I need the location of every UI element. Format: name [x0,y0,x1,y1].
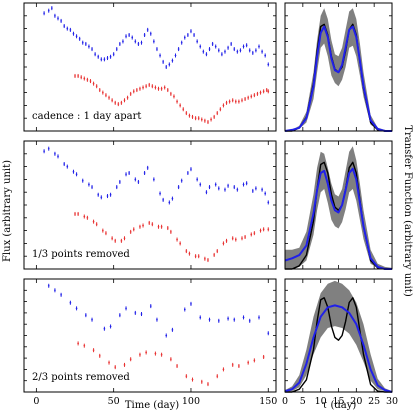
light-curve-series-1 [43,6,270,69]
x-tick-label: 100 [182,396,200,407]
x-tick-label: 5 [300,396,306,407]
x-tick-label: 30 [386,396,398,407]
light-curve-panel-2: 1/3 points removed [23,140,277,270]
x-tick-label: 50 [108,396,120,407]
panels: cadence : 1 day apart 1/3 points removed 2… [23,2,398,407]
left-y-axis-label: Flux (arbitrary unit) [2,160,13,262]
light-curve-panel-1: cadence : 1 day apart [23,2,277,132]
recovered-transfer-line [284,167,392,270]
x-tick-label: 20 [350,396,362,407]
x-tick-label: 0 [282,396,288,407]
x-tick-label: 25 [368,396,380,407]
light-curve-series-2 [74,73,270,125]
uncertainty-band [285,8,392,131]
light-curve-frame [23,278,277,393]
panel-annotation: 1/3 points removed [32,249,130,260]
light-curve-series-2 [74,211,270,263]
x-tick-label: 10 [315,396,327,407]
uncertainty-band [285,146,392,269]
x-tick-label: 15 [332,396,344,407]
recovered-transfer-line [284,25,392,132]
light-curve-series-1 [47,283,270,338]
left-x-axis-label: Time (day) [125,400,179,411]
light-curve-panel-3: 2/3 points removed 0 50 100 150 [23,278,277,407]
light-curve-series-1 [43,146,270,205]
transfer-function-panel-2 [284,140,393,270]
transfer-function-frame [284,2,393,132]
true-transfer-line [285,297,392,393]
panel-annotation: cadence : 1 day apart [32,111,141,122]
transfer-function-frame [284,140,393,270]
right-y-axis-label: Transfer Function (arbitrary unit) [402,125,413,297]
x-tick-label: 150 [259,396,277,407]
right-x-axis-label: τ (day) [322,400,357,411]
panel-annotation: 2/3 points removed [32,372,130,383]
transfer-function-frame [284,278,393,393]
light-curve-frame [23,2,277,132]
transfer-function-panel-1 [284,2,393,132]
light-curve-series-2 [77,341,265,387]
x-tick-label: 0 [33,396,39,407]
recovered-transfer-line [284,304,393,393]
light-curve-frame [23,140,277,270]
transfer-function-panel-3: 0 5 10 15 20 25 30 [282,278,398,407]
